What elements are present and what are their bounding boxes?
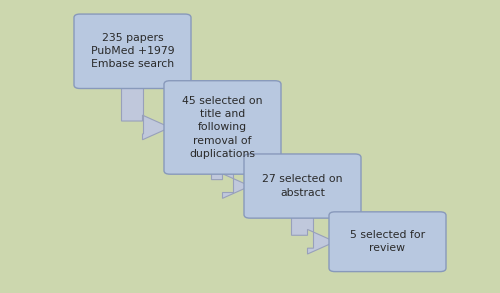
Text: 235 papers
PubMed +1979
Embase search: 235 papers PubMed +1979 Embase search — [90, 33, 174, 69]
FancyBboxPatch shape — [244, 154, 361, 218]
Polygon shape — [292, 214, 335, 254]
FancyBboxPatch shape — [164, 81, 281, 174]
Text: 27 selected on
abstract: 27 selected on abstract — [262, 174, 343, 198]
Text: 5 selected for
review: 5 selected for review — [350, 230, 425, 253]
Polygon shape — [122, 85, 170, 140]
FancyBboxPatch shape — [74, 14, 191, 88]
FancyBboxPatch shape — [329, 212, 446, 272]
Polygon shape — [212, 171, 250, 198]
Text: 45 selected on
title and
following
removal of
duplications: 45 selected on title and following remov… — [182, 96, 263, 159]
